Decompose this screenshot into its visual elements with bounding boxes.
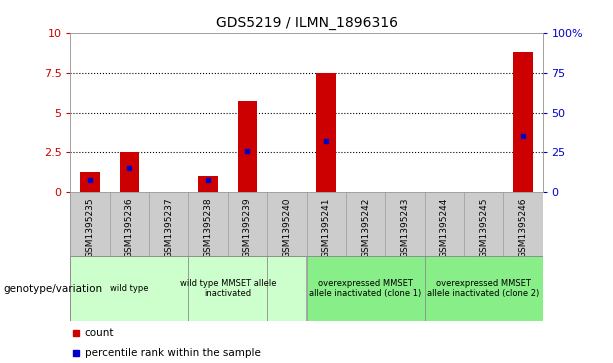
Bar — [306, 256, 424, 321]
Text: percentile rank within the sample: percentile rank within the sample — [85, 347, 261, 358]
Bar — [189, 256, 267, 321]
Text: GSM1395242: GSM1395242 — [361, 197, 370, 258]
Text: GSM1395240: GSM1395240 — [283, 197, 291, 258]
Text: GSM1395241: GSM1395241 — [322, 197, 330, 258]
Text: GSM1395238: GSM1395238 — [204, 197, 213, 258]
Text: GSM1395245: GSM1395245 — [479, 197, 488, 258]
Text: GSM1395235: GSM1395235 — [86, 197, 94, 258]
Text: GSM1395246: GSM1395246 — [519, 197, 527, 258]
Bar — [424, 256, 543, 321]
Bar — [70, 256, 189, 321]
Bar — [80, 172, 100, 192]
Text: overexpressed MMSET
allele inactivated (clone 2): overexpressed MMSET allele inactivated (… — [427, 279, 539, 298]
Text: count: count — [85, 328, 114, 338]
Bar — [267, 256, 306, 321]
Text: GSM1395243: GSM1395243 — [400, 197, 409, 258]
Bar — [513, 52, 533, 192]
Bar — [316, 73, 336, 192]
Text: overexpressed MMSET
allele inactivated (clone 1): overexpressed MMSET allele inactivated (… — [310, 279, 422, 298]
Bar — [199, 176, 218, 192]
Text: GSM1395244: GSM1395244 — [440, 197, 449, 258]
Text: wild type MMSET allele
inactivated: wild type MMSET allele inactivated — [180, 279, 276, 298]
Text: GSM1395237: GSM1395237 — [164, 197, 173, 258]
Title: GDS5219 / ILMN_1896316: GDS5219 / ILMN_1896316 — [216, 16, 397, 30]
Bar — [120, 152, 139, 192]
Bar — [238, 101, 257, 192]
Text: wild type: wild type — [110, 284, 149, 293]
Text: genotype/variation: genotype/variation — [3, 284, 102, 294]
Text: GSM1395239: GSM1395239 — [243, 197, 252, 258]
Text: GSM1395236: GSM1395236 — [125, 197, 134, 258]
